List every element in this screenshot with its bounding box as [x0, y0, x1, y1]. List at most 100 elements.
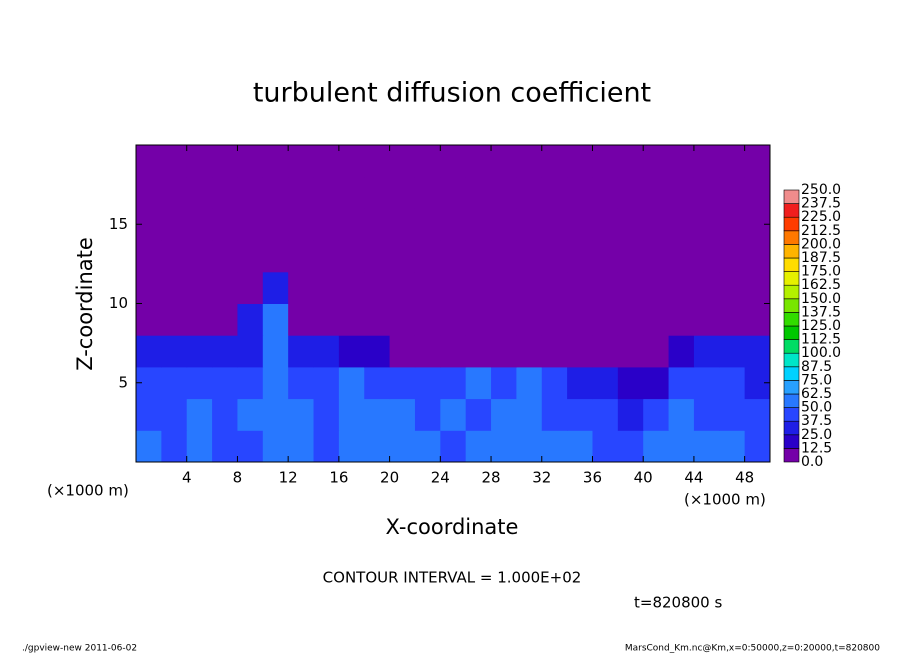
cell — [161, 208, 188, 241]
cell — [262, 145, 289, 178]
cell — [262, 303, 289, 336]
cell — [668, 303, 695, 336]
cell — [338, 430, 365, 463]
cell — [719, 208, 746, 241]
cell — [744, 176, 771, 209]
colorbar-label: 212.5 — [801, 223, 841, 239]
x-tick-label: 48 — [735, 469, 754, 487]
colorbar-swatch — [783, 312, 800, 327]
cell — [161, 271, 188, 304]
cell — [186, 208, 213, 241]
colorbar-label: 25.0 — [801, 427, 832, 443]
cell — [693, 176, 720, 209]
cell — [440, 335, 467, 368]
cell — [440, 240, 467, 273]
cell — [262, 398, 289, 431]
cell — [643, 430, 670, 463]
cell — [541, 208, 568, 241]
cell — [567, 208, 593, 241]
cell — [592, 176, 619, 209]
cell — [136, 176, 162, 209]
x-tick-label: 4 — [182, 469, 192, 487]
cell — [744, 430, 771, 463]
colorbar-label: 112.5 — [801, 332, 841, 348]
cell — [592, 430, 619, 463]
cell — [161, 303, 188, 336]
cell — [186, 335, 213, 368]
cell — [414, 335, 441, 368]
cell — [516, 240, 543, 273]
cell — [414, 430, 441, 463]
cell — [516, 271, 543, 304]
cell — [186, 145, 213, 178]
cell — [465, 176, 492, 209]
cell — [643, 271, 670, 304]
cell — [567, 366, 593, 400]
colorbar-swatch — [783, 298, 800, 313]
cell — [136, 430, 162, 463]
cell — [617, 176, 644, 209]
cell — [719, 271, 746, 304]
cell — [161, 335, 188, 368]
cell — [389, 303, 416, 336]
cell — [186, 303, 213, 336]
cell — [288, 335, 315, 368]
cell — [567, 430, 593, 463]
cell — [440, 271, 467, 304]
cell — [288, 398, 315, 431]
cell — [744, 303, 771, 336]
cell — [338, 398, 365, 431]
x-tick-label: 24 — [431, 469, 450, 487]
cell — [693, 271, 720, 304]
colorbar-label: 237.5 — [801, 196, 841, 212]
cell — [288, 303, 315, 336]
cell — [364, 398, 391, 431]
cell — [237, 366, 264, 400]
cell — [389, 176, 416, 209]
cell — [567, 398, 593, 431]
cell — [389, 335, 416, 368]
cell — [237, 271, 264, 304]
colorbar-label: 75.0 — [801, 372, 832, 388]
cell — [364, 145, 391, 178]
cell — [288, 430, 315, 463]
x-tick-label: 32 — [532, 469, 551, 487]
cell — [262, 335, 289, 368]
colorbar-label: 37.5 — [801, 413, 832, 429]
cell — [617, 335, 644, 368]
cell — [567, 271, 593, 304]
cell — [389, 240, 416, 273]
cell — [389, 145, 416, 178]
colorbar-swatch — [783, 189, 800, 204]
colorbar-swatch — [783, 325, 800, 340]
cell — [643, 335, 670, 368]
cell — [465, 430, 492, 463]
colorbar-swatch — [783, 284, 800, 300]
cell — [668, 366, 695, 400]
cell — [592, 271, 619, 304]
cell — [491, 303, 517, 336]
cell — [668, 430, 695, 463]
footer: ./gpview-new 2011-06-02 — [22, 644, 137, 654]
cell — [338, 271, 365, 304]
cell — [262, 366, 289, 400]
plot-area — [136, 145, 771, 463]
cell — [567, 240, 593, 273]
cell — [414, 240, 441, 273]
cell — [719, 240, 746, 273]
cell — [516, 303, 543, 336]
cell — [288, 366, 315, 400]
cell — [744, 398, 771, 431]
cell — [668, 208, 695, 241]
cell — [186, 176, 213, 209]
cell — [567, 335, 593, 368]
cell — [592, 398, 619, 431]
cell — [541, 430, 568, 463]
cell — [440, 176, 467, 209]
cell — [541, 176, 568, 209]
cell — [288, 145, 315, 178]
cell — [668, 398, 695, 431]
cell — [491, 208, 517, 241]
cell — [338, 335, 365, 368]
cell — [592, 208, 619, 241]
